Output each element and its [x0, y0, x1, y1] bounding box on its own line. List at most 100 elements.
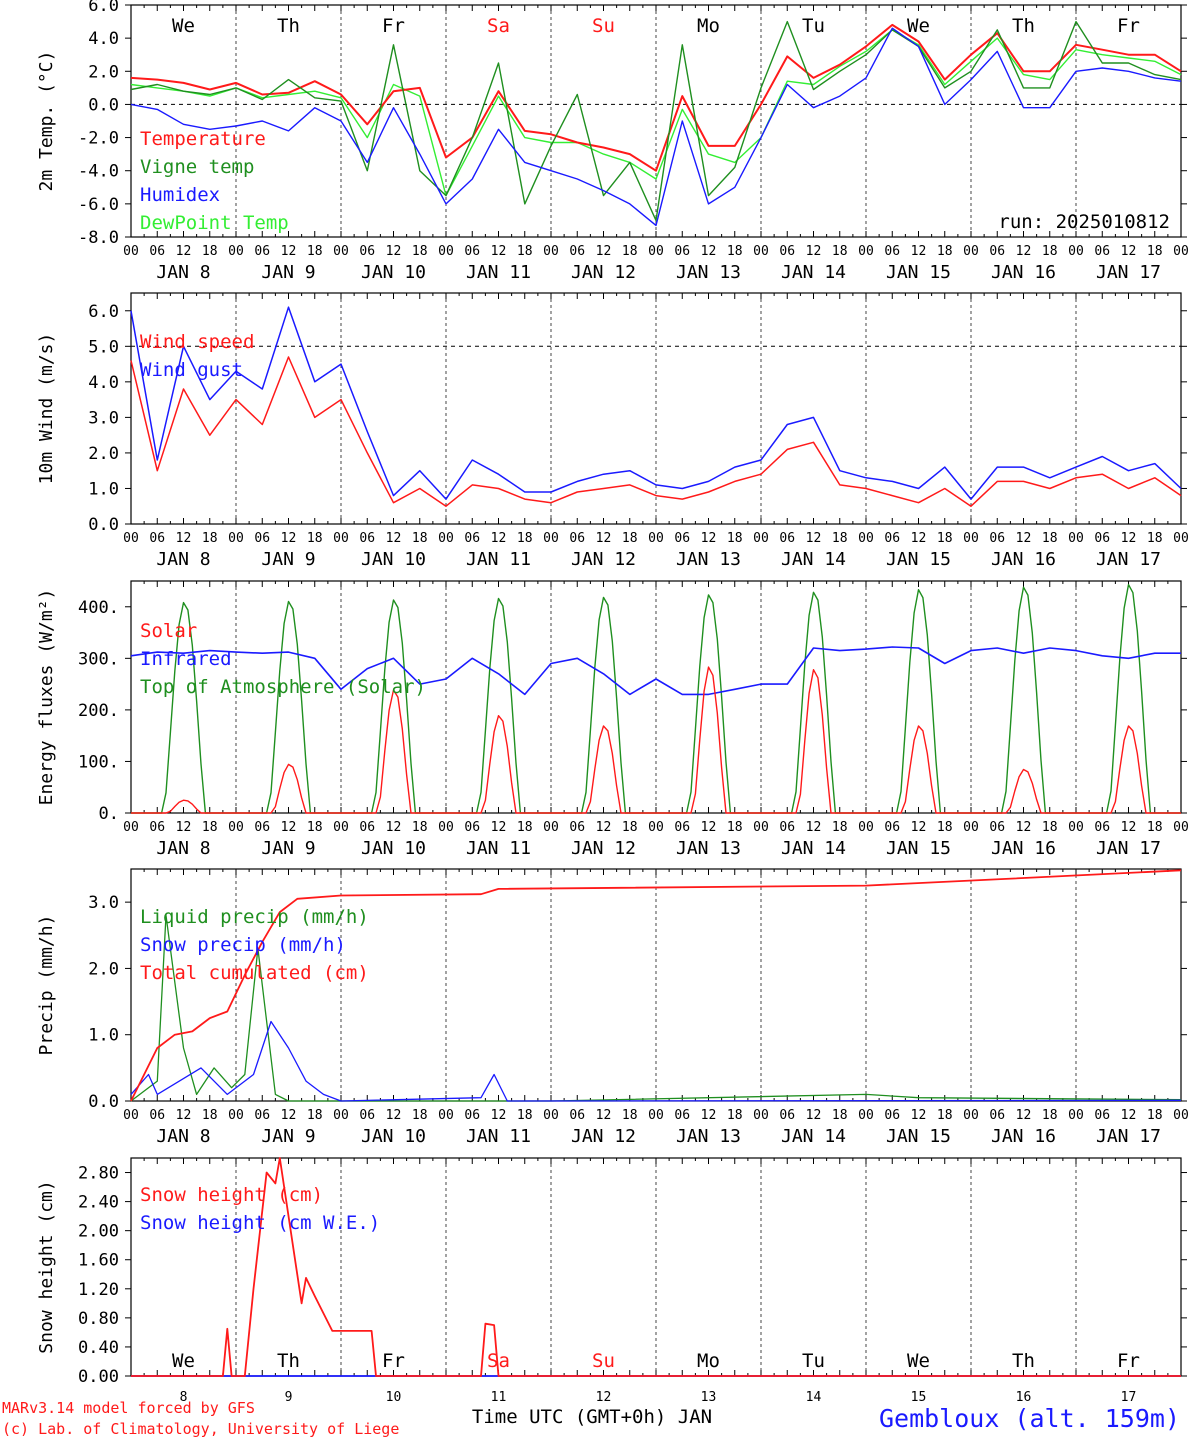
y-axis-title: Energy fluxes (W/m²) — [36, 589, 57, 806]
date-label: JAN 10 — [361, 549, 426, 570]
date-label: JAN 10 — [361, 262, 426, 283]
hour-tick-label: 00 — [438, 531, 454, 546]
date-number: 10 — [386, 1390, 402, 1405]
series-line-2 — [130, 27, 1182, 227]
legend-entry: Wind speed — [140, 331, 254, 353]
hour-tick-label: 00 — [858, 531, 874, 546]
y-axis-title: Precip (mm/h) — [36, 915, 57, 1056]
legend-entry: Humidex — [140, 184, 220, 206]
hour-tick-label: 06 — [1094, 1108, 1110, 1123]
date-label: JAN 15 — [886, 549, 951, 570]
weekday-label: Tu — [802, 15, 825, 37]
hour-tick-label: 00 — [228, 244, 244, 259]
y-tick-label: 100. — [78, 752, 119, 772]
hour-tick-label: 18 — [517, 820, 533, 835]
date-number: 12 — [596, 1390, 612, 1405]
weekday-label: Su — [592, 15, 615, 37]
y-tick-label: -8.0 — [78, 228, 119, 248]
date-number: 9 — [285, 1390, 293, 1405]
weekday-label: Th — [1012, 1350, 1035, 1372]
legend-entry: Snow height (cm W.E.) — [140, 1212, 380, 1234]
y-tick-label: 2.0 — [88, 62, 119, 82]
legend-entry: Snow height (cm) — [140, 1184, 323, 1206]
hour-tick-label: 18 — [622, 1108, 638, 1123]
hour-tick-label: 12 — [1121, 531, 1137, 546]
hour-tick-label: 06 — [464, 244, 480, 259]
hour-tick-label: 00 — [228, 1108, 244, 1123]
date-label: JAN 13 — [676, 1126, 741, 1147]
hour-tick-label: 12 — [1016, 244, 1032, 259]
hour-tick-label: 12 — [386, 1108, 402, 1123]
hour-tick-label: 00 — [543, 820, 559, 835]
legend-entry: Infrared — [140, 648, 232, 670]
date-number: 11 — [491, 1390, 507, 1405]
hour-tick-label: 18 — [727, 531, 743, 546]
date-number: 13 — [701, 1390, 717, 1405]
y-tick-label: 1.0 — [88, 479, 119, 499]
hour-tick-label: 12 — [911, 820, 927, 835]
hour-tick-label: 06 — [884, 244, 900, 259]
hour-tick-label: 06 — [149, 820, 165, 835]
hour-tick-label: 06 — [674, 1108, 690, 1123]
date-label: JAN 14 — [781, 1126, 846, 1147]
date-label: JAN 15 — [886, 1126, 951, 1147]
hour-tick-label: 00 — [753, 820, 769, 835]
hour-tick-label: 12 — [281, 531, 297, 546]
hour-tick-label: 00 — [123, 244, 139, 259]
hour-tick-label: 18 — [202, 820, 218, 835]
y-tick-label: 300. — [78, 649, 119, 669]
date-label: JAN 17 — [1096, 1126, 1161, 1147]
y-tick-label: 0. — [99, 804, 119, 824]
weekday-label: Th — [1012, 15, 1035, 37]
hour-tick-label: 18 — [1147, 531, 1163, 546]
series-line-1 — [130, 20, 1182, 222]
weekday-label: Tu — [802, 1350, 825, 1372]
hour-tick-label: 00 — [543, 1108, 559, 1123]
hour-tick-label: 00 — [648, 244, 664, 259]
hour-tick-label: 18 — [727, 820, 743, 835]
hour-tick-label: 00 — [963, 531, 979, 546]
hour-tick-label: 06 — [569, 1108, 585, 1123]
weekday-label: Th — [277, 1350, 300, 1372]
date-label: JAN 12 — [571, 838, 636, 859]
hour-tick-label: 12 — [281, 1108, 297, 1123]
date-number: 8 — [180, 1390, 188, 1405]
hour-tick-label: 06 — [254, 1108, 270, 1123]
hour-tick-label: 12 — [176, 244, 192, 259]
hour-tick-label: 00 — [753, 531, 769, 546]
hour-tick-label: 12 — [491, 531, 507, 546]
date-label: JAN 17 — [1096, 838, 1161, 859]
hour-tick-label: 12 — [701, 820, 717, 835]
date-label: JAN 14 — [781, 549, 846, 570]
hour-tick-label: 00 — [1068, 1108, 1084, 1123]
series-line-0 — [130, 23, 1182, 172]
date-label: JAN 12 — [571, 1126, 636, 1147]
hour-tick-label: 18 — [517, 244, 533, 259]
y-tick-label: 1.60 — [78, 1251, 119, 1271]
y-tick-label: 2.80 — [78, 1164, 119, 1184]
hour-tick-label: 18 — [622, 244, 638, 259]
y-tick-label: 2.0 — [88, 959, 119, 979]
y-axis-title: Snow height (cm) — [36, 1180, 57, 1353]
hour-tick-label: 18 — [412, 1108, 428, 1123]
series-line-0 — [130, 356, 1182, 507]
hour-tick-label: 06 — [359, 820, 375, 835]
hour-tick-label: 12 — [911, 531, 927, 546]
date-number: 15 — [911, 1390, 927, 1405]
date-number: 16 — [1016, 1390, 1032, 1405]
y-tick-label: 6.0 — [88, 302, 119, 322]
y-tick-label: 1.20 — [78, 1280, 119, 1300]
hour-tick-label: 18 — [727, 244, 743, 259]
hour-tick-label: 00 — [648, 531, 664, 546]
date-label: JAN 9 — [261, 838, 315, 859]
hour-tick-label: 12 — [1121, 1108, 1137, 1123]
date-label: JAN 17 — [1096, 262, 1161, 283]
hour-tick-label: 12 — [806, 820, 822, 835]
date-label: JAN 15 — [886, 838, 951, 859]
station-label: Gembloux (alt. 159m) — [879, 1404, 1180, 1433]
hour-tick-label: 12 — [1016, 820, 1032, 835]
hour-tick-label: 00 — [438, 244, 454, 259]
hour-tick-label: 12 — [176, 531, 192, 546]
y-tick-label: -6.0 — [78, 195, 119, 215]
